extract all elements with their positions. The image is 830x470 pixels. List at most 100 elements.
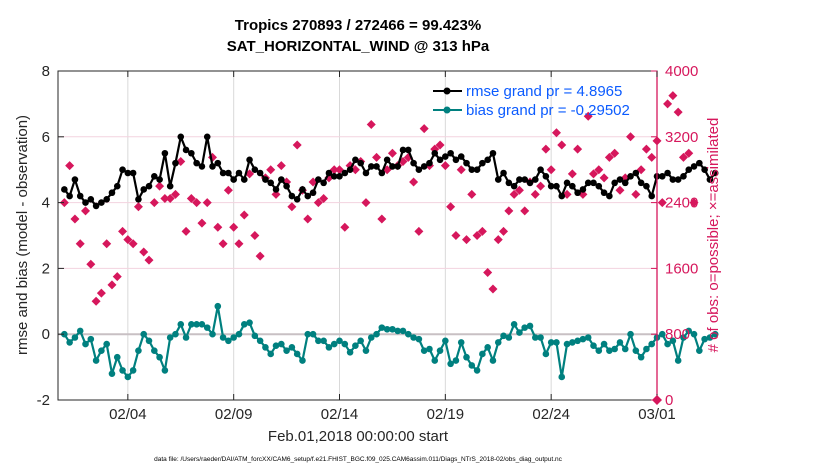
bias-point (489, 357, 497, 364)
rmse-point (166, 182, 174, 190)
bias-point (198, 321, 206, 328)
rmse-point (325, 169, 333, 177)
rmse-point (235, 169, 243, 177)
bias-point (193, 321, 200, 328)
obs-count-point (250, 231, 260, 240)
bias-point (145, 337, 153, 345)
bias-point (378, 324, 386, 331)
rmse-point (341, 169, 349, 177)
obs-count-point (144, 255, 154, 265)
bias-point (240, 321, 248, 328)
bias-point (367, 334, 375, 341)
bias-point (600, 340, 608, 348)
rmse-point (225, 169, 232, 177)
bias-point (219, 334, 227, 341)
bias-point (500, 332, 507, 340)
rmse-point (209, 163, 216, 170)
rmse-point (463, 159, 470, 167)
bias-point (553, 339, 560, 346)
obs-count-point (641, 144, 651, 154)
rmse-point (304, 192, 312, 200)
right-y-tick-label: 3200 (665, 129, 698, 146)
rmse-point (690, 163, 698, 170)
bias-point (140, 330, 148, 338)
bias-point (293, 350, 301, 358)
rmse-point (394, 163, 402, 170)
rmse-point (579, 186, 587, 193)
obs-count-point (663, 99, 673, 109)
bias-point (484, 344, 491, 351)
bias-point (664, 340, 671, 348)
rmse-point (627, 172, 634, 180)
bias-point (161, 367, 169, 374)
rmse-point (214, 159, 222, 167)
bias-point (621, 345, 629, 353)
bias-point (701, 335, 708, 343)
obs-count-point (59, 198, 69, 208)
bias-point (606, 347, 613, 354)
obs-count-point (186, 193, 196, 203)
rmse-point (468, 166, 476, 173)
rmse-point (505, 179, 513, 187)
obs-count-point (128, 239, 138, 249)
bias-point (696, 347, 703, 354)
bias-point (574, 337, 581, 345)
obs-count-point (387, 148, 397, 158)
obs-count-point (197, 218, 207, 228)
bias-point (404, 330, 412, 338)
obs-count-point (160, 193, 170, 203)
rmse-point (569, 182, 576, 190)
bias-point (92, 357, 100, 364)
rmse-point (711, 169, 719, 177)
rmse-point (521, 176, 529, 183)
rmse-point (66, 192, 73, 200)
bias-point (246, 319, 253, 326)
bias-point (463, 353, 470, 361)
obs-count-point (361, 198, 371, 208)
rmse-point (685, 166, 693, 173)
rmse-point (108, 189, 116, 197)
obs-count-point (483, 268, 493, 278)
bias-point (569, 339, 576, 346)
right-y-tick-label: 1600 (665, 260, 698, 277)
obs-count-point (65, 161, 75, 171)
bias-point (341, 340, 349, 348)
rmse-point (156, 176, 163, 183)
bias-point (172, 330, 179, 338)
bias-point (711, 330, 719, 338)
obs-count-point (456, 165, 466, 175)
obs-count-point (271, 189, 281, 199)
bias-point (648, 340, 656, 348)
rmse-point (426, 159, 433, 167)
y-axis-ticks: 8 6 4 2 0 -2 (37, 63, 64, 409)
rmse-point (516, 176, 523, 183)
obs-count-point (292, 140, 302, 150)
rmse-point (193, 159, 200, 167)
obs-count-point (419, 124, 429, 134)
rmse-point (262, 176, 269, 183)
rmse-point (611, 179, 618, 187)
rmse-point (595, 182, 603, 190)
bias-point (113, 353, 121, 361)
bias-point (124, 373, 132, 381)
bias-point (76, 327, 84, 335)
bias-point (452, 357, 460, 364)
rmse-point (616, 176, 624, 183)
rmse-point (431, 149, 439, 157)
bias-point (442, 337, 449, 345)
right-y-axis-ticks: 4000 3200 2400 1600 800 0 (651, 63, 698, 409)
obs-count-point (440, 161, 450, 171)
rmse-point (399, 146, 407, 154)
rmse-point (251, 166, 259, 173)
bias-point (108, 370, 116, 377)
rmse-point (542, 172, 550, 180)
obs-count-point (446, 202, 456, 212)
legend-rmse-marker (443, 87, 451, 95)
obs-count-point (303, 214, 313, 224)
rmse-point (61, 186, 68, 193)
rmse-point (161, 149, 169, 157)
bias-point (680, 334, 687, 341)
bias-point (389, 325, 396, 333)
bias-point (505, 334, 513, 341)
rmse-point (119, 166, 126, 173)
